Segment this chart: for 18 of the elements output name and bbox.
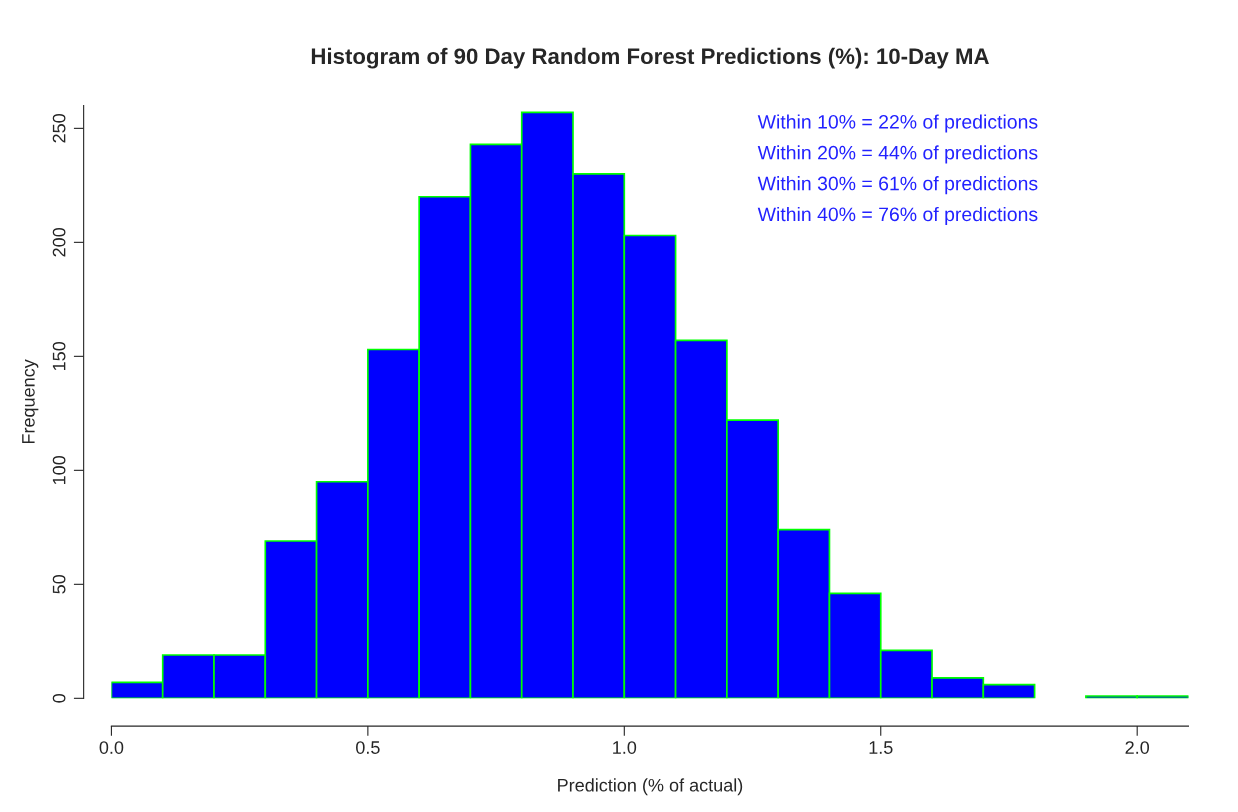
- y-tick-label: 150: [52, 341, 66, 371]
- x-tick-label: 1.5: [869, 741, 893, 754]
- y-tick-label: 50: [52, 574, 66, 594]
- x-tick-label: 2.0: [1125, 741, 1150, 754]
- x-tick-label: 0.5: [356, 741, 380, 754]
- y-tick-label: 100: [52, 455, 66, 485]
- annotation: Within 10% = 22% of predictions: [757, 114, 1038, 133]
- x-axis-title: Prediction (% of actual): [558, 778, 743, 796]
- y-tick-label: 200: [52, 227, 66, 257]
- y-axis-title: Frequency: [22, 359, 39, 444]
- y-tick-label: 250: [52, 114, 66, 143]
- x-tick-label: 1.0: [613, 741, 637, 754]
- annotation: Within 40% = 76% of predictions: [757, 206, 1038, 226]
- annotation: Within 20% = 44% of predictions: [757, 145, 1038, 164]
- x-tick-label: 0.0: [99, 741, 124, 754]
- y-tick-label: 0: [52, 694, 66, 703]
- annotation: Within 30% = 61% of predictions: [757, 176, 1038, 195]
- chart-title: Histogram of 90 Day Random Forest Predictions (%): 10-Day MA: [311, 47, 989, 69]
